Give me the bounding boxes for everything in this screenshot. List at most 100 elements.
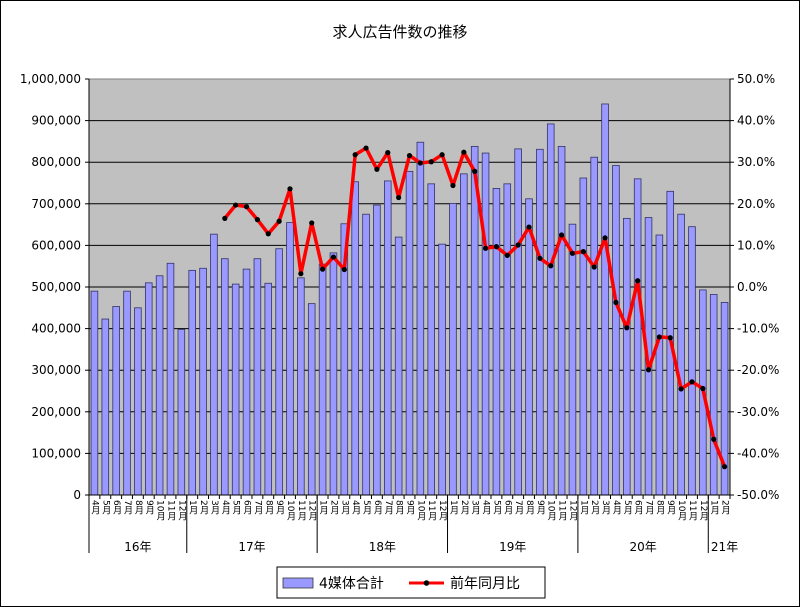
month-label: 11月 (165, 500, 176, 521)
bar (351, 181, 359, 496)
line-point (656, 334, 662, 340)
line-point (406, 152, 413, 159)
bar (546, 123, 555, 496)
line-point (482, 245, 489, 251)
bar (514, 148, 522, 496)
month-label: 3月 (339, 500, 350, 516)
month-label: 12月 (567, 500, 578, 521)
bar (242, 268, 251, 496)
right-axis: 50.0% 40.0% 30.0% 20.0% 10.0% 0.0% -10.0% -20.0… (729, 72, 779, 502)
line-point (635, 278, 641, 284)
month-label: 9月 (535, 500, 546, 516)
line-point (417, 160, 423, 166)
month-label: 2月 (589, 500, 600, 516)
month-label: 8月 (524, 500, 535, 516)
month-label: 10月 (415, 500, 426, 521)
month-label: 2月 (720, 500, 731, 516)
bar (503, 183, 512, 496)
bar (481, 152, 490, 496)
bar (318, 263, 327, 496)
line-point (374, 166, 380, 172)
bar (177, 329, 186, 496)
month-label: 12月 (437, 500, 448, 521)
line-point (580, 249, 586, 255)
legend-line-label: 前年同月比 (450, 575, 520, 592)
bar (210, 233, 218, 496)
month-label: 4月 (89, 500, 100, 516)
month-label: 1月 (709, 500, 720, 516)
line-point (700, 385, 706, 392)
right-tick-label: 0.0% (737, 280, 768, 294)
bar (688, 226, 696, 496)
month-label: 9月 (144, 500, 155, 516)
left-tick-label: 1,000,000 (20, 72, 81, 86)
right-tick-label: -50.0% (737, 488, 779, 502)
month-label: 5月 (491, 500, 502, 516)
line-point (569, 250, 576, 256)
month-label: 12月 (307, 500, 318, 521)
bar (612, 165, 620, 496)
bar (590, 156, 598, 496)
bar (112, 306, 120, 496)
month-label: 8月 (263, 500, 274, 516)
month-label: 1月 (448, 500, 459, 516)
month-label: 1月 (318, 500, 329, 516)
line-point (319, 266, 326, 272)
line-point (493, 244, 500, 250)
legend: 4媒体合計 前年同月比 (276, 566, 546, 599)
bar (460, 173, 468, 496)
line-point (721, 464, 728, 470)
line-point (439, 152, 445, 158)
bar (525, 198, 533, 496)
month-label: 2月 (198, 500, 209, 516)
line-point (537, 255, 543, 261)
month-label: 4月 (220, 500, 231, 516)
right-tick-label: 40.0% (737, 114, 775, 128)
year-label: 18年 (369, 540, 396, 554)
month-label: 9月 (274, 500, 285, 516)
month-label: 1月 (578, 500, 589, 516)
left-tick-label: 700,000 (31, 197, 81, 211)
bar (568, 223, 577, 496)
bar (427, 183, 435, 496)
line-point (645, 367, 652, 373)
bar (166, 262, 175, 496)
month-label: 3月 (600, 500, 611, 516)
bar (297, 277, 305, 496)
line-point (222, 215, 228, 221)
bar (188, 269, 196, 496)
month-label: 10月 (155, 500, 166, 521)
month-label: 4月 (481, 500, 492, 516)
bar (709, 294, 718, 496)
bar (536, 148, 544, 496)
bar (253, 258, 262, 496)
bar (384, 180, 392, 496)
right-tick-label: 10.0% (737, 238, 775, 252)
bar (264, 282, 273, 496)
line-point (233, 202, 239, 208)
bar (557, 145, 566, 496)
left-tick-label: 0 (73, 488, 81, 502)
line-point (711, 436, 717, 442)
month-label: 10月 (546, 500, 557, 521)
month-label: 11月 (296, 500, 307, 521)
bar (601, 103, 609, 496)
line-point (396, 194, 402, 201)
line-point (689, 379, 695, 385)
bar (405, 170, 414, 496)
bar (155, 275, 164, 496)
legend-line-marker (423, 580, 430, 586)
month-label: 8月 (133, 500, 144, 516)
bar (275, 248, 283, 496)
month-label: 3月 (470, 500, 481, 516)
month-label: 9月 (405, 500, 416, 516)
right-tick-label: -10.0% (737, 322, 779, 336)
month-label: 3月 (209, 500, 220, 516)
month-label: 11月 (426, 500, 437, 521)
month-label: 7月 (252, 500, 263, 516)
bar (329, 252, 338, 496)
month-label: 5月 (100, 500, 111, 516)
year-label: 21年 (711, 540, 738, 554)
